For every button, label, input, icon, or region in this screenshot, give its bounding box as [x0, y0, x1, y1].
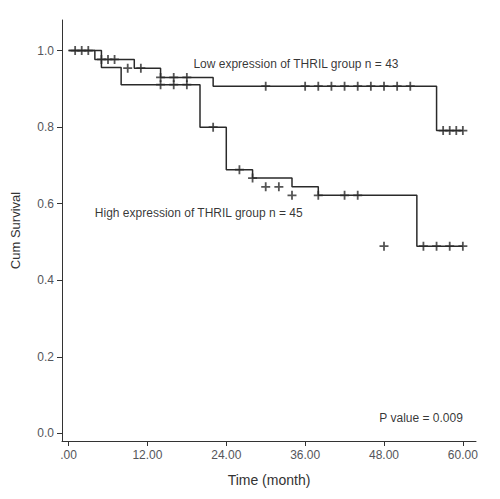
svg-text:0.4: 0.4	[37, 273, 54, 287]
svg-text:0.2: 0.2	[37, 350, 54, 364]
svg-text:12.00: 12.00	[132, 448, 162, 462]
svg-text:.00: .00	[60, 448, 77, 462]
svg-text:High expression of THRIL group: High expression of THRIL group n = 45	[95, 206, 303, 220]
svg-text:P value = 0.009: P value = 0.009	[379, 411, 463, 425]
svg-text:1.0: 1.0	[37, 44, 54, 58]
svg-text:Low expression of THRIL group: Low expression of THRIL group n = 43	[193, 57, 398, 71]
svg-text:Time (month): Time (month)	[228, 472, 311, 488]
svg-text:0.6: 0.6	[37, 197, 54, 211]
svg-text:0.8: 0.8	[37, 120, 54, 134]
svg-text:0.0: 0.0	[37, 426, 54, 440]
svg-text:Cum Survival: Cum Survival	[8, 192, 23, 269]
svg-text:60.00: 60.00	[448, 448, 478, 462]
svg-text:48.00: 48.00	[369, 448, 399, 462]
svg-text:24.00: 24.00	[211, 448, 241, 462]
svg-text:36.00: 36.00	[290, 448, 320, 462]
